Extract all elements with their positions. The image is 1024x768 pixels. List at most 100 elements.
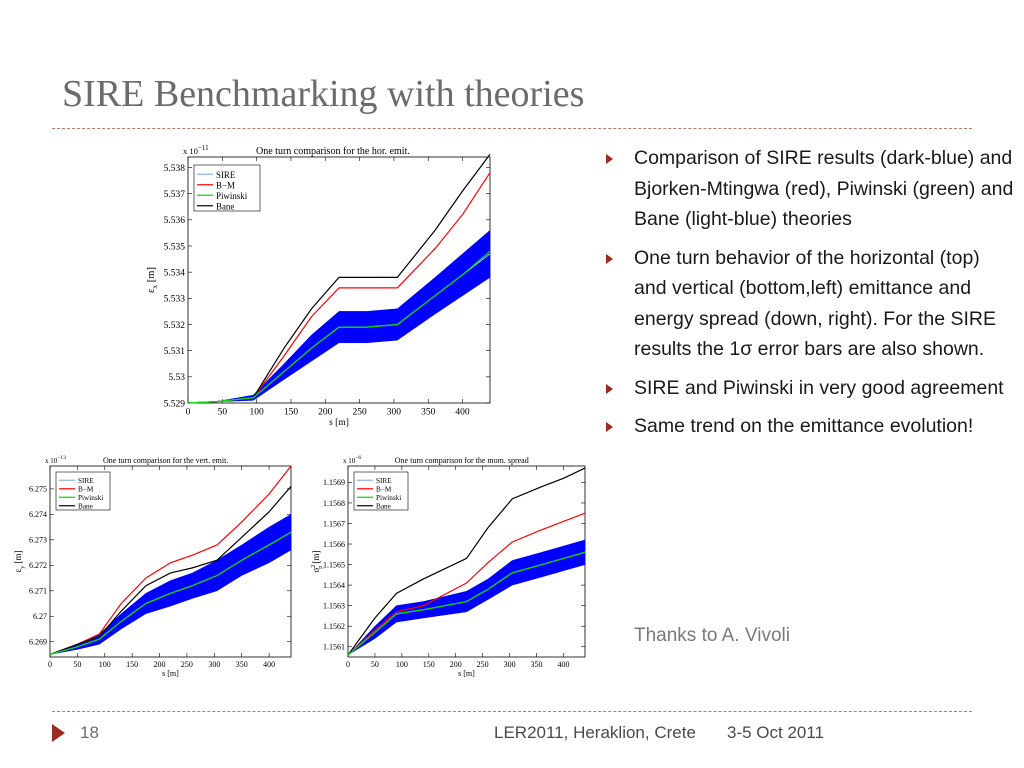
legend-label: B−M: [216, 180, 235, 190]
legend-box: [193, 164, 261, 212]
x-tick-label: 300: [387, 408, 402, 418]
series-line-piwinski: [347, 551, 586, 656]
vert-emittance-chart: One turn comparison for the vert. emit. x…: [13, 455, 292, 678]
legend-label: SIRE: [376, 477, 392, 485]
footer-event: LER2011, Heraklion, Crete: [494, 723, 696, 742]
y-tick-label: 1.1565: [323, 560, 345, 569]
x-tick-label: 400: [455, 408, 470, 418]
x-tick-label: 250: [477, 660, 489, 669]
y-tick-label: 5.533: [164, 295, 186, 305]
x-tick-label: 100: [396, 660, 408, 669]
y-tick-label: 5.534: [164, 268, 186, 278]
y-tick-label: 5.53: [168, 373, 185, 383]
y-tick-label: 6.27: [33, 612, 47, 621]
chart-title: One turn comparison for the vert. emit.: [103, 456, 228, 465]
y-tick-label: 6.273: [29, 536, 47, 545]
bullet-arrow-icon: [606, 253, 613, 264]
y-tick-label: 5.529: [164, 399, 186, 409]
y-tick-label: 5.538: [164, 164, 186, 174]
legend-label: B−M: [376, 486, 392, 494]
legend-box: [55, 471, 111, 511]
hor-emittance-figure: One turn comparison for the hor. emit. x …: [138, 143, 500, 433]
x-tick-label: 0: [186, 408, 191, 418]
series-line-piwinski: [49, 531, 292, 656]
legend-label: Piwinski: [78, 494, 103, 502]
bullet-text: One turn behavior of the horizontal (top…: [634, 246, 996, 361]
y-tick-label: 1.1569: [323, 478, 345, 487]
x-tick-label: 300: [504, 660, 516, 669]
bullet-item: Same trend on the emittance evolution!: [604, 411, 1016, 442]
y-tick-label: 6.274: [29, 510, 47, 519]
y-tick-label: 1.1563: [323, 601, 345, 610]
y-axis-label: εx [m]: [146, 267, 159, 293]
series-line-b-m: [49, 465, 292, 656]
series-line-bane: [347, 467, 586, 656]
series-line-b-m: [347, 512, 586, 656]
bullet-list: Comparison of SIRE results (dark-blue) a…: [604, 143, 1016, 450]
x-tick-label: 150: [284, 408, 299, 418]
x-tick-label: 150: [126, 660, 138, 669]
bullet-text: Comparison of SIRE results (dark-blue) a…: [634, 147, 1014, 230]
chart-title: One turn comparison for the mom. spread: [395, 456, 529, 465]
bullet-item: One turn behavior of the horizontal (top…: [604, 243, 1016, 365]
y-axis-label: σ2p [m]: [311, 550, 324, 572]
legend-label: Piwinski: [216, 191, 248, 201]
legend-label: Bane: [78, 503, 93, 511]
x-tick-label: 50: [73, 660, 81, 669]
y-tick-label: 5.537: [164, 190, 186, 200]
y-tick-label: 1.1568: [323, 499, 345, 508]
x-tick-label: 0: [48, 660, 52, 669]
page-number: 18: [80, 723, 99, 742]
legend-label: Bane: [376, 503, 391, 511]
legend-label: B−M: [78, 486, 94, 494]
bullet-arrow-icon: [606, 383, 613, 394]
legend-label: SIRE: [216, 170, 235, 180]
x-tick-label: 300: [208, 660, 220, 669]
footer-arrow-icon: [52, 724, 65, 742]
mom-spread-chart: One turn comparison for the mom. spread x…: [311, 455, 586, 678]
y-tick-label: 1.1567: [323, 519, 345, 528]
y-tick-label: 6.271: [29, 587, 47, 596]
y-tick-label: 1.1566: [323, 540, 345, 549]
x-tick-label: 400: [263, 660, 275, 669]
axis-multiplier: x 10−11: [183, 144, 209, 156]
title-divider: [52, 128, 972, 129]
x-tick-label: 100: [99, 660, 111, 669]
y-tick-label: 5.532: [164, 321, 186, 331]
footer-date: 3-5 Oct 2011: [727, 723, 825, 742]
bullet-arrow-icon: [606, 154, 613, 164]
bullet-text: Same trend on the emittance evolution!: [634, 415, 974, 437]
bullet-item: SIRE and Piwinski in very good agreement: [604, 373, 1016, 404]
chart-title: One turn comparison for the hor. emit.: [256, 146, 410, 157]
y-tick-label: 1.1562: [323, 622, 345, 631]
x-axis-label: s [m]: [329, 418, 349, 428]
y-tick-label: 1.1564: [323, 581, 345, 590]
axis-multiplier: x 10−13: [45, 455, 66, 465]
y-tick-label: 5.535: [164, 242, 186, 252]
acknowledgement: Thanks to A. Vivoli: [634, 625, 790, 646]
x-tick-label: 0: [346, 660, 350, 669]
legend-label: Bane: [216, 201, 234, 211]
y-tick-label: 6.275: [29, 485, 47, 494]
bullet-arrow-icon: [606, 422, 613, 432]
footer-divider: [52, 711, 972, 712]
y-tick-label: 5.536: [164, 216, 186, 226]
y-tick-label: 6.272: [29, 561, 47, 570]
series-line-piwinski: [187, 250, 491, 404]
x-tick-label: 200: [450, 660, 462, 669]
x-tick-label: 350: [236, 660, 248, 669]
sire-error-band: [49, 513, 292, 655]
x-tick-label: 100: [250, 408, 264, 418]
x-tick-label: 50: [218, 408, 228, 418]
slide-title: SIRE Benchmarking with theories: [62, 73, 585, 115]
legend-label: Piwinski: [376, 494, 401, 502]
x-tick-label: 350: [531, 660, 543, 669]
y-tick-label: 6.269: [29, 638, 47, 647]
x-axis-label: s [m]: [162, 669, 179, 678]
x-tick-label: 200: [154, 660, 166, 669]
x-tick-label: 250: [181, 660, 193, 669]
y-axis-label: εy [m]: [13, 550, 26, 572]
x-tick-label: 150: [423, 660, 435, 669]
bullet-item: Comparison of SIRE results (dark-blue) a…: [604, 143, 1016, 235]
x-tick-label: 400: [557, 660, 569, 669]
